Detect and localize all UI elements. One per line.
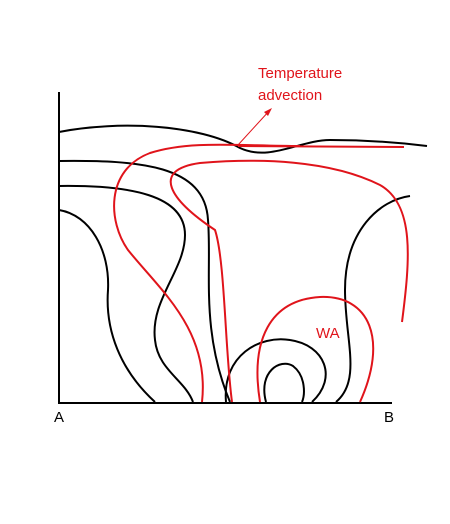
isoline xyxy=(58,159,231,403)
isoline xyxy=(58,209,156,403)
axis-end-label: B xyxy=(384,409,394,426)
isoline xyxy=(58,124,428,154)
isoline xyxy=(335,195,411,403)
annotation: advection xyxy=(258,87,322,104)
pointer-line xyxy=(237,109,271,146)
axis-start-label: A xyxy=(54,409,64,426)
advection-line xyxy=(256,295,375,403)
isoline xyxy=(224,338,327,403)
region-label: WA xyxy=(316,325,340,342)
advection-line xyxy=(169,159,409,403)
annotation: Temperature xyxy=(258,65,342,82)
isoline xyxy=(58,184,194,403)
pointer-head xyxy=(264,108,272,116)
advection-line xyxy=(113,143,301,403)
isoline xyxy=(263,362,305,403)
